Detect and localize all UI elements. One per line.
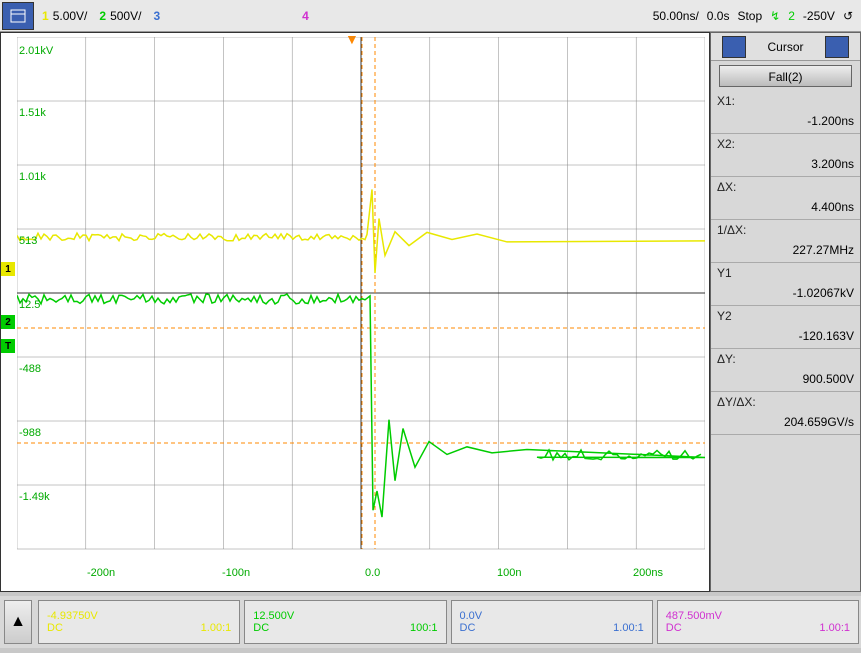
- ch3-num: 3: [153, 9, 160, 23]
- channel-ratio: 100:1: [410, 622, 438, 634]
- autoscale-icon[interactable]: ↺: [843, 9, 853, 23]
- cursor-mode-button[interactable]: Fall(2): [719, 65, 852, 87]
- cursor-readout: X1:-1.200ns: [711, 91, 860, 134]
- channel-status-ch2[interactable]: 12.500VDC 100:1: [244, 600, 446, 644]
- x-axis-label: 100n: [497, 567, 521, 579]
- y-axis-label: 2.01kV: [19, 45, 53, 57]
- readout-label: X2:: [717, 137, 854, 151]
- prev-button[interactable]: ▲: [4, 600, 32, 644]
- x-axis-label: 0.0: [365, 567, 380, 579]
- cursor-readout: 1/ΔX:227.27MHz: [711, 220, 860, 263]
- run-state[interactable]: Stop: [737, 9, 762, 23]
- cursor-readout: Y1-1.02067kV: [711, 263, 860, 306]
- trig-level[interactable]: -250V: [803, 9, 835, 23]
- cursor-panel: Cursor Fall(2) X1:-1.200nsX2:3.200nsΔX:4…: [710, 32, 861, 592]
- cursor-readout: Y2-120.163V: [711, 306, 860, 349]
- menu-icon[interactable]: [2, 2, 34, 30]
- readout-label: ΔX:: [717, 180, 854, 194]
- channel-coupling: DC: [460, 622, 476, 634]
- panel-icon-right[interactable]: [825, 36, 849, 58]
- waveform-display[interactable]: ▼ 2.01kV1.51k1.01k51312.5-488-988-1.49k …: [0, 32, 710, 592]
- channel-value: 0.0V: [460, 610, 483, 622]
- channel-marker[interactable]: T: [1, 339, 15, 353]
- x-axis-label: -100n: [222, 567, 250, 579]
- x-axis-label: 200ns: [633, 567, 663, 579]
- readout-label: 1/ΔX:: [717, 223, 854, 237]
- y-axis-label: -988: [19, 427, 41, 439]
- channel-ratio: 1.00:1: [819, 622, 850, 634]
- y-axis-label: 12.5: [19, 299, 40, 311]
- y-axis-label: 1.51k: [19, 107, 46, 119]
- channel-ratio: 1.00:1: [201, 622, 232, 634]
- readout-value: -1.200ns: [717, 108, 854, 130]
- timebase[interactable]: 50.00ns/: [653, 9, 699, 23]
- cursor-readout: ΔY/ΔX:204.659GV/s: [711, 392, 860, 435]
- channel-status-ch3[interactable]: 0.0VDC 1.00:1: [451, 600, 653, 644]
- bottom-bar: ▲ -4.93750VDC1.00:112.500VDC100:10.0VDC1…: [0, 596, 861, 648]
- cursor-panel-header: Cursor: [711, 33, 860, 61]
- y-axis-label: -488: [19, 363, 41, 375]
- channel-marker[interactable]: 2: [1, 315, 15, 329]
- channel-value: -4.93750V: [47, 610, 98, 622]
- top-right-status: 50.00ns/ 0.0s Stop ↯ 2 -250V ↺: [653, 9, 861, 23]
- readout-value: 900.500V: [717, 366, 854, 388]
- y-axis-label: 513: [19, 235, 37, 247]
- channel-marker[interactable]: 1: [1, 262, 15, 276]
- channel-coupling: DC: [253, 622, 269, 634]
- readout-label: ΔY:: [717, 352, 854, 366]
- trig-edge-icon: ↯: [770, 9, 780, 23]
- ch1-scale-val: 5.00V/: [53, 9, 88, 23]
- ch4-scale[interactable]: 4: [296, 9, 315, 23]
- ch2-num: 2: [99, 9, 106, 23]
- readout-label: X1:: [717, 94, 854, 108]
- readout-value: 3.200ns: [717, 151, 854, 173]
- readout-value: -1.02067kV: [717, 280, 854, 302]
- channel-value: 487.500mV: [666, 610, 722, 622]
- panel-icon-left[interactable]: [722, 36, 746, 58]
- cursor-readout: ΔY:900.500V: [711, 349, 860, 392]
- plot-svg: [17, 37, 705, 567]
- y-axis-label: 1.01k: [19, 171, 46, 183]
- trig-ch[interactable]: 2: [788, 9, 795, 23]
- readout-label: ΔY/ΔX:: [717, 395, 854, 409]
- cursor-readout: X2:3.200ns: [711, 134, 860, 177]
- readout-value: 227.27MHz: [717, 237, 854, 259]
- channel-status-ch1[interactable]: -4.93750VDC 1.00:1: [38, 600, 240, 644]
- x-axis-label: -200n: [87, 567, 115, 579]
- grid-container: [17, 37, 705, 567]
- ch4-num: 4: [302, 9, 309, 23]
- cursor-title: Cursor: [767, 40, 803, 54]
- y-axis-label: -1.49k: [19, 491, 50, 503]
- readout-value: -120.163V: [717, 323, 854, 345]
- ch1-num: 1: [42, 9, 49, 23]
- readout-label: Y2: [717, 309, 854, 323]
- ch2-scale[interactable]: 2 500V/: [93, 9, 147, 23]
- channel-coupling: DC: [666, 622, 682, 634]
- ch1-scale[interactable]: 1 5.00V/: [36, 9, 93, 23]
- readout-value: 204.659GV/s: [717, 409, 854, 431]
- channel-value: 12.500V: [253, 610, 294, 622]
- channel-status-ch4[interactable]: 487.500mVDC 1.00:1: [657, 600, 859, 644]
- top-bar: 1 5.00V/ 2 500V/ 3 4 50.00ns/ 0.0s Stop …: [0, 0, 861, 32]
- channel-ratio: 1.00:1: [613, 622, 644, 634]
- ch2-scale-val: 500V/: [110, 9, 141, 23]
- channel-coupling: DC: [47, 622, 63, 634]
- cursor-readout: ΔX:4.400ns: [711, 177, 860, 220]
- readout-label: Y1: [717, 266, 854, 280]
- ch3-scale[interactable]: 3: [147, 9, 166, 23]
- readout-value: 4.400ns: [717, 194, 854, 216]
- delay[interactable]: 0.0s: [707, 9, 730, 23]
